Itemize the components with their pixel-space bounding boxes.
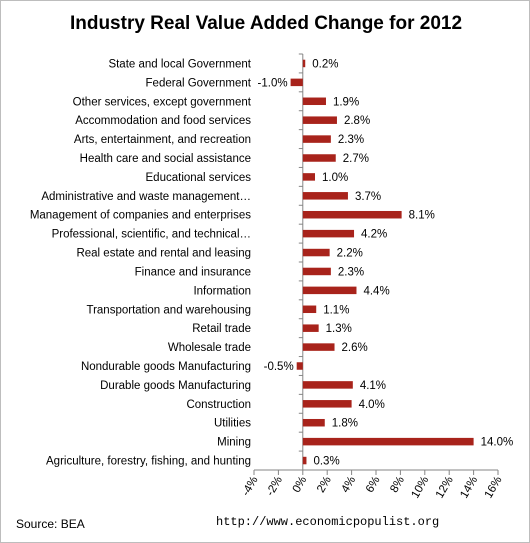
category-label: Management of companies and enterprises [30, 210, 251, 222]
category-label: Educational services [146, 172, 252, 184]
site-url: http://www.economicpopulist.org [216, 515, 440, 529]
bar [302, 286, 357, 295]
value-label: -1.0% [258, 77, 288, 89]
category-label: Professional, scientific, and technical… [52, 229, 251, 241]
value-label: 8.1% [409, 210, 435, 222]
category-label: Health care and social assistance [80, 153, 251, 165]
value-label: 2.7% [343, 153, 369, 165]
category-label: Agriculture, forestry, fishing, and hunt… [46, 456, 251, 468]
bar [302, 59, 306, 68]
bar [302, 248, 330, 257]
x-tick-label: 6% [364, 475, 383, 495]
bar [302, 173, 315, 181]
bar [302, 418, 325, 427]
value-label: 2.3% [338, 134, 364, 146]
category-label: Nondurable goods Manufacturing [81, 361, 251, 373]
category-label: Mining [217, 437, 251, 449]
x-tick-label: 2% [315, 475, 334, 495]
value-label: 4.0% [359, 399, 385, 411]
bar [302, 343, 335, 351]
x-tick-label: 14% [458, 475, 480, 501]
category-label: Administrative and waste management… [41, 191, 251, 203]
value-label: 2.8% [344, 115, 370, 127]
x-tick-label: 8% [388, 475, 407, 495]
value-label: 1.8% [332, 418, 358, 430]
value-label: -0.5% [264, 361, 294, 373]
bar [296, 362, 303, 370]
source-note: Source: BEA [16, 517, 85, 531]
category-label: Wholesale trade [168, 342, 251, 354]
bar [302, 267, 331, 276]
bar [302, 192, 348, 200]
bar [302, 456, 307, 465]
category-label: Durable goods Manufacturing [100, 380, 251, 392]
value-label: 14.0% [481, 437, 514, 449]
bar [302, 437, 474, 446]
x-tick-label: 12% [434, 475, 456, 501]
value-label: 0.2% [312, 58, 338, 70]
x-tick-label: 10% [409, 475, 431, 501]
bar [302, 210, 402, 219]
bar [290, 78, 303, 87]
category-label: Retail trade [192, 323, 251, 335]
category-label: Finance and insurance [135, 266, 251, 278]
x-tick-label: -4% [240, 475, 261, 499]
category-label: Utilities [214, 418, 251, 430]
category-label: Accommodation and food services [75, 115, 251, 127]
value-label: 1.3% [326, 323, 352, 335]
value-label: 1.0% [322, 172, 348, 184]
category-label: Construction [186, 399, 251, 411]
value-label: 0.3% [313, 456, 339, 468]
value-label: 3.7% [355, 191, 381, 203]
category-label: State and local Government [108, 58, 251, 70]
bar [302, 229, 355, 238]
value-label: 2.3% [338, 266, 364, 278]
value-label: 1.1% [323, 304, 349, 316]
value-label: 2.2% [337, 248, 363, 260]
category-label: Other services, except government [73, 96, 252, 108]
bar [302, 400, 352, 408]
bar [302, 116, 337, 124]
bar [302, 381, 353, 389]
bar [302, 154, 336, 162]
value-label: 1.9% [333, 96, 359, 108]
chart-title: Industry Real Value Added Change for 201… [69, 13, 463, 34]
bar [302, 305, 317, 314]
category-label: Transportation and warehousing [86, 304, 251, 316]
value-label: 4.1% [360, 380, 386, 392]
bar [302, 97, 326, 106]
value-label: 2.6% [342, 342, 368, 354]
category-label: Arts, entertainment, and recreation [74, 134, 251, 146]
value-label: 4.2% [361, 229, 387, 241]
x-tick-label: 16% [483, 475, 505, 501]
category-label: Federal Government [146, 77, 252, 89]
x-tick-label: 0% [291, 475, 310, 495]
x-tick-label: -2% [264, 475, 285, 499]
bar [302, 324, 319, 332]
category-label: Real estate and rental and leasing [76, 248, 251, 260]
category-label: Information [193, 285, 251, 297]
value-label: 4.4% [363, 285, 389, 297]
bar [302, 135, 331, 143]
x-tick-label: 4% [339, 475, 358, 495]
